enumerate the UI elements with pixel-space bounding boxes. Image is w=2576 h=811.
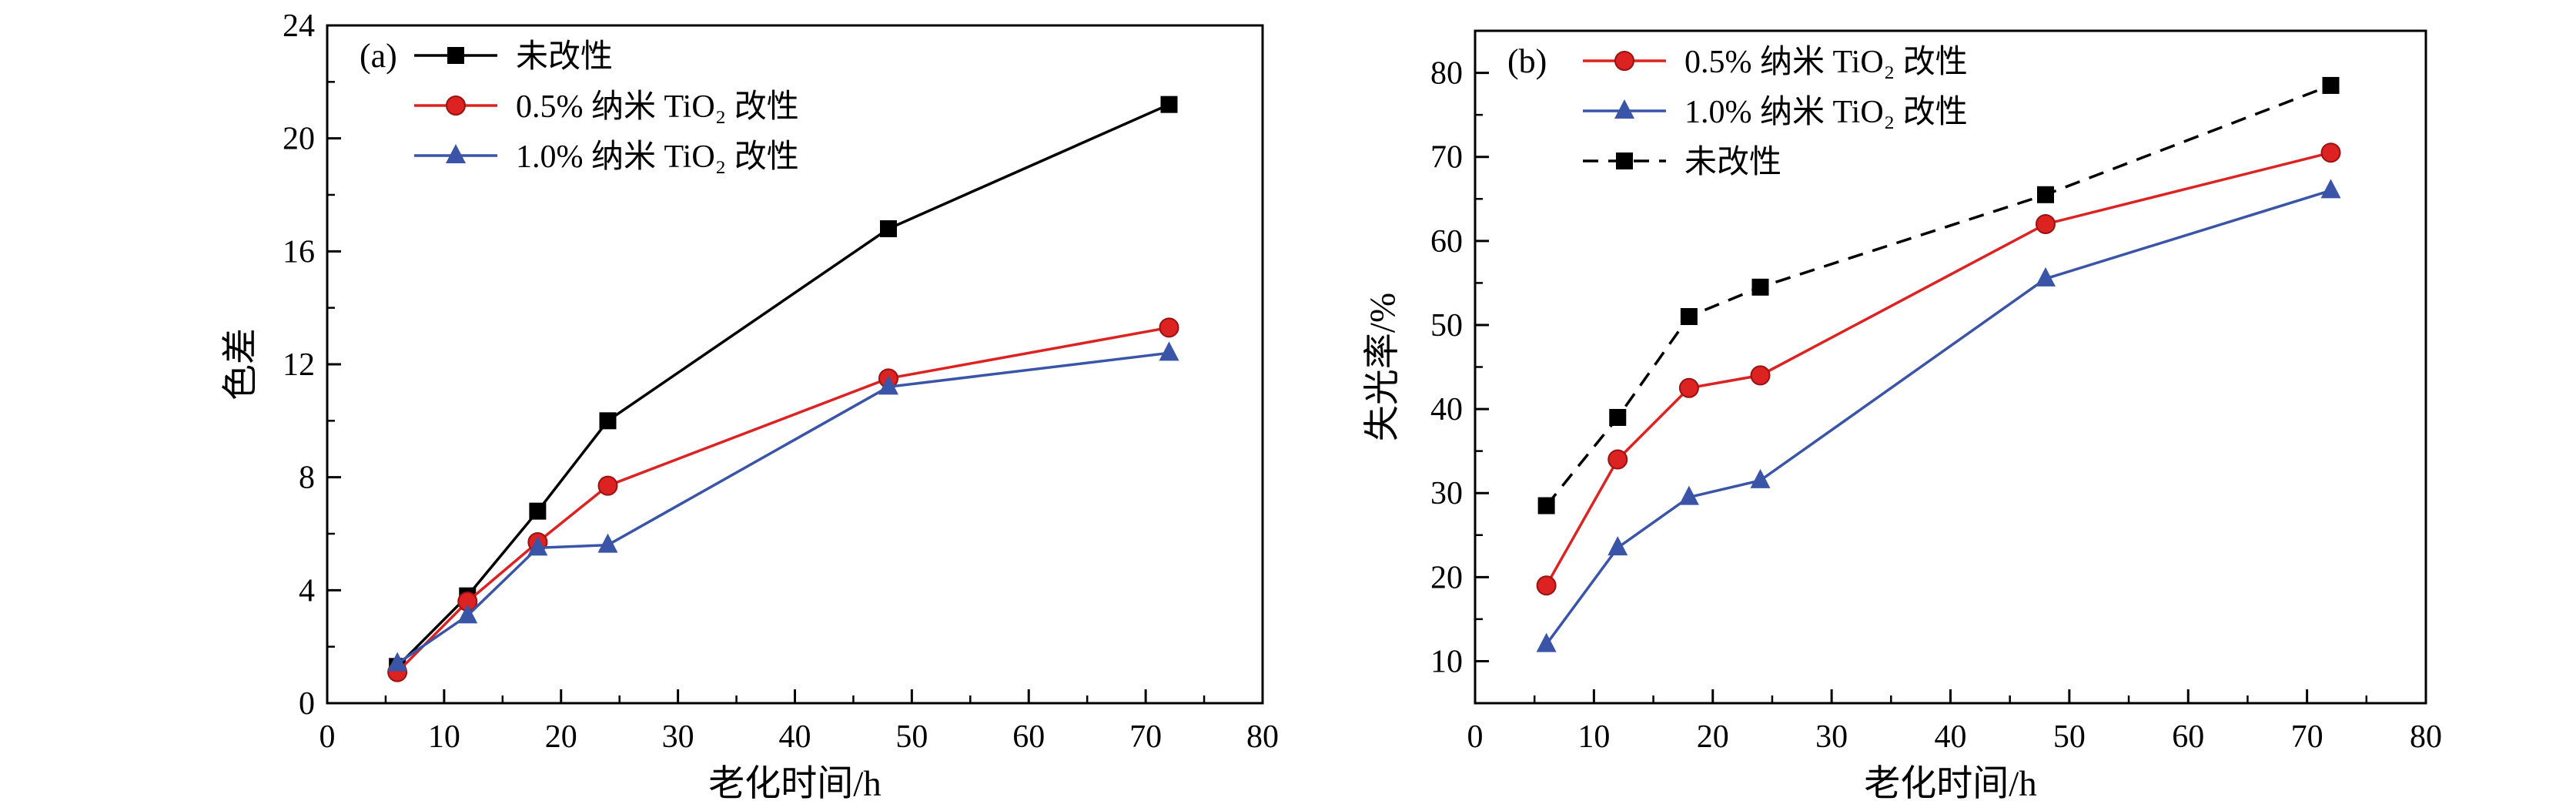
triangle-marker <box>597 533 618 553</box>
y-tick-label: 40 <box>1430 392 1463 427</box>
panel-label: (b) <box>1507 42 1547 80</box>
x-tick-label: 50 <box>2053 719 2086 755</box>
circle-marker <box>2320 142 2341 163</box>
series-line-2 <box>396 351 1169 665</box>
x-tick-label: 40 <box>779 719 811 755</box>
triangle-marker <box>1614 99 1634 119</box>
triangle-marker <box>2320 179 2341 199</box>
triangle-marker <box>878 375 898 395</box>
series-line-0 <box>1545 151 2331 587</box>
x-axis-label: 老化时间/h <box>708 764 882 804</box>
circle-marker <box>597 475 618 496</box>
x-tick-label: 0 <box>319 719 336 755</box>
y-axis-label: 色差 <box>221 328 261 400</box>
y-tick-label: 12 <box>283 347 315 383</box>
circle-marker <box>2036 213 2056 234</box>
y-tick-label: 70 <box>1430 140 1463 176</box>
square-marker <box>599 412 617 430</box>
y-tick-label: 50 <box>1430 308 1463 344</box>
y-tick-label: 10 <box>1430 644 1463 679</box>
x-tick-label: 30 <box>662 719 694 755</box>
x-axis-label: 老化时间/h <box>1864 764 2037 804</box>
legend-label: 0.5% 纳米 TiO₂ 改性 <box>516 89 799 125</box>
legend-label: 未改性 <box>516 39 613 75</box>
x-tick-label: 60 <box>2172 719 2204 755</box>
chart-a: 0 10 20 30 40 50 60 70 80 0 4 8 12 16 20 24 老化时间/h 色差 (a) 未… <box>221 8 1279 804</box>
x-tick-label: 20 <box>1697 719 1729 755</box>
x-tick-label: 60 <box>1012 719 1045 755</box>
circle-marker <box>1614 51 1634 71</box>
x-tick-label: 70 <box>1129 719 1162 755</box>
circle-marker <box>1536 575 1557 596</box>
triangle-marker <box>527 536 548 556</box>
circle-marker <box>1607 449 1628 470</box>
x-tick-label: 80 <box>2410 719 2442 755</box>
y-tick-label: 24 <box>283 8 315 44</box>
y-tick-label: 30 <box>1430 476 1463 511</box>
x-tick-label: 70 <box>2291 719 2323 755</box>
legend-label: 未改性 <box>1684 145 1781 180</box>
x-tick-label: 10 <box>1577 719 1610 755</box>
square-marker <box>2037 186 2054 203</box>
square-marker <box>1751 278 1769 296</box>
chart-b: 0 10 20 30 40 50 60 70 80 10 20 30 40 50 60 70 80 老化时间/h 失… <box>1363 29 2442 804</box>
plot-frame <box>1474 29 2427 705</box>
y-axis-label: 失光率/% <box>1363 293 1403 441</box>
series-line-1 <box>396 326 1169 673</box>
triangle-marker <box>1536 632 1557 652</box>
circle-marker <box>446 96 466 116</box>
x-tick-label: 10 <box>428 719 460 755</box>
triangle-marker <box>1750 468 1771 488</box>
square-marker <box>1616 152 1633 169</box>
square-marker <box>1537 497 1555 514</box>
panel-label: (a) <box>360 37 397 75</box>
square-marker <box>2322 76 2340 94</box>
triangle-marker <box>1159 341 1179 361</box>
circle-marker <box>1159 317 1179 338</box>
square-marker <box>447 47 464 64</box>
x-tick-label: 50 <box>895 719 928 755</box>
triangle-marker <box>457 604 478 624</box>
square-marker <box>880 220 897 237</box>
series-line-0 <box>396 103 1170 668</box>
circle-marker <box>1750 365 1771 386</box>
series-line-2 <box>1545 84 2332 507</box>
y-tick-label: 20 <box>283 122 315 157</box>
y-tick-label: 0 <box>299 686 315 722</box>
y-tick-label: 8 <box>299 461 315 496</box>
x-tick-label: 30 <box>1815 719 1848 755</box>
y-tick-label: 4 <box>299 573 315 608</box>
legend-label: 1.0% 纳米 TiO₂ 改性 <box>516 139 799 175</box>
legend-label: 0.5% 纳米 TiO₂ 改性 <box>1684 45 1968 80</box>
y-tick-label: 16 <box>283 234 315 270</box>
triangle-marker <box>387 652 408 672</box>
square-marker <box>1160 96 1178 113</box>
y-tick-label: 60 <box>1430 224 1463 260</box>
circle-marker <box>1678 377 1699 398</box>
square-marker <box>529 502 547 520</box>
x-tick-label: 20 <box>545 719 577 755</box>
x-tick-label: 0 <box>1467 719 1484 755</box>
x-tick-label: 80 <box>1246 719 1279 755</box>
triangle-marker <box>2036 266 2056 287</box>
square-marker <box>1680 308 1698 326</box>
square-marker <box>1609 408 1627 426</box>
triangle-marker <box>1607 536 1628 556</box>
triangle-marker <box>446 144 466 163</box>
triangle-marker <box>1678 485 1699 505</box>
legend-label: 1.0% 纳米 TiO₂ 改性 <box>1684 95 1968 130</box>
x-tick-label: 40 <box>1935 719 1967 755</box>
y-tick-label: 80 <box>1430 56 1463 92</box>
y-tick-label: 20 <box>1430 560 1463 595</box>
series-line-1 <box>1545 189 2332 645</box>
